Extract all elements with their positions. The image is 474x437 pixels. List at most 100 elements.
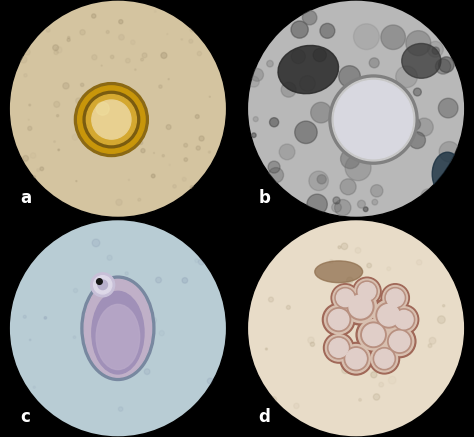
Circle shape [247, 219, 465, 437]
Circle shape [308, 337, 314, 343]
Circle shape [80, 30, 85, 35]
Circle shape [348, 345, 354, 350]
Circle shape [67, 38, 70, 42]
Circle shape [254, 14, 260, 20]
Ellipse shape [81, 276, 155, 381]
Circle shape [245, 198, 259, 211]
Circle shape [268, 297, 273, 302]
Ellipse shape [402, 43, 441, 78]
Circle shape [263, 399, 269, 404]
Circle shape [68, 36, 70, 38]
Circle shape [371, 372, 377, 378]
Circle shape [168, 79, 169, 80]
Circle shape [438, 57, 454, 73]
Circle shape [349, 295, 372, 318]
Circle shape [372, 144, 390, 161]
Circle shape [184, 143, 188, 147]
Circle shape [438, 316, 445, 323]
Circle shape [194, 250, 196, 252]
Circle shape [72, 134, 78, 140]
Circle shape [63, 83, 69, 89]
Circle shape [110, 55, 114, 59]
Circle shape [381, 25, 405, 49]
Circle shape [92, 55, 97, 60]
Circle shape [341, 149, 360, 169]
Circle shape [335, 200, 351, 216]
Circle shape [167, 34, 168, 35]
Circle shape [358, 301, 363, 305]
Circle shape [92, 100, 131, 139]
Ellipse shape [278, 45, 338, 94]
Ellipse shape [92, 291, 144, 374]
Circle shape [118, 407, 123, 411]
Circle shape [323, 333, 354, 363]
Circle shape [439, 142, 459, 162]
Circle shape [369, 123, 375, 128]
Circle shape [295, 121, 317, 143]
Circle shape [57, 10, 62, 14]
Circle shape [325, 305, 353, 334]
Circle shape [390, 331, 410, 351]
Circle shape [378, 305, 400, 326]
Circle shape [374, 300, 404, 330]
Circle shape [247, 0, 465, 218]
Circle shape [73, 336, 76, 339]
Circle shape [358, 283, 376, 300]
Circle shape [126, 59, 130, 63]
Circle shape [356, 317, 391, 352]
Circle shape [116, 89, 117, 90]
Circle shape [40, 167, 44, 170]
Circle shape [265, 348, 267, 350]
Circle shape [73, 288, 78, 293]
Circle shape [406, 31, 431, 55]
Circle shape [162, 155, 164, 157]
Circle shape [442, 411, 444, 413]
Ellipse shape [96, 305, 140, 370]
Circle shape [443, 305, 445, 307]
Circle shape [116, 199, 122, 205]
Circle shape [371, 298, 406, 333]
Circle shape [328, 309, 349, 329]
Circle shape [363, 324, 384, 346]
Circle shape [142, 352, 146, 357]
Circle shape [383, 285, 408, 310]
Circle shape [74, 83, 148, 156]
Circle shape [371, 185, 383, 197]
Circle shape [340, 343, 373, 375]
Circle shape [396, 66, 418, 88]
Circle shape [373, 347, 395, 370]
Circle shape [20, 56, 27, 63]
Circle shape [208, 151, 210, 153]
Circle shape [328, 337, 350, 359]
Circle shape [34, 176, 36, 178]
Circle shape [327, 308, 351, 332]
Circle shape [135, 69, 136, 70]
Circle shape [379, 382, 383, 387]
Circle shape [330, 325, 337, 331]
Circle shape [30, 153, 36, 158]
Circle shape [385, 288, 406, 308]
Circle shape [182, 177, 186, 181]
Circle shape [342, 288, 379, 325]
Circle shape [391, 307, 417, 333]
Circle shape [346, 277, 353, 284]
Circle shape [46, 28, 50, 32]
Circle shape [169, 164, 170, 166]
Circle shape [161, 52, 167, 59]
Circle shape [381, 284, 410, 312]
Circle shape [118, 20, 123, 24]
Circle shape [44, 317, 46, 319]
Circle shape [118, 35, 124, 40]
Circle shape [354, 24, 379, 49]
Circle shape [141, 149, 145, 153]
Circle shape [307, 194, 328, 215]
Circle shape [279, 144, 295, 160]
Circle shape [29, 104, 31, 106]
Circle shape [131, 40, 135, 45]
Circle shape [29, 339, 31, 340]
Circle shape [326, 335, 352, 361]
Circle shape [81, 83, 84, 87]
Circle shape [432, 47, 439, 54]
Circle shape [363, 302, 370, 309]
Circle shape [383, 325, 416, 357]
